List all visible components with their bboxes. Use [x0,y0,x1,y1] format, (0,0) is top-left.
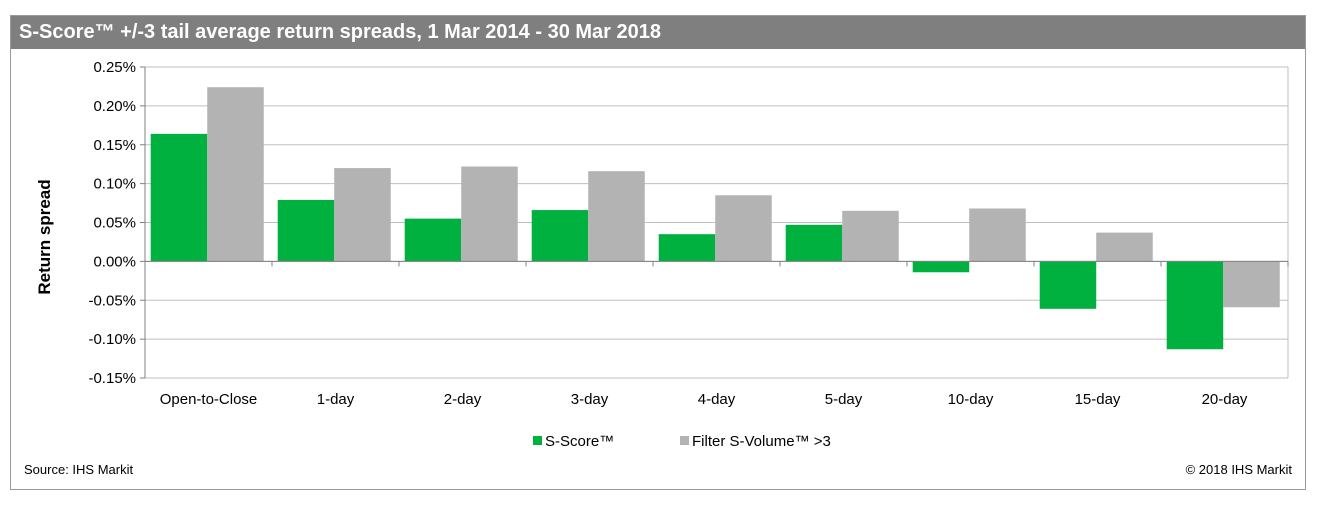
legend-swatch [680,436,689,445]
x-tick-label: Open-to-Close [160,391,258,408]
copyright-note: © 2018 IHS Markit [1186,462,1293,477]
y-axis-title: Return spread [35,179,54,294]
bar-filter-s-volume [334,168,391,262]
bar-s-score [404,218,462,262]
bars [150,87,1280,350]
bar-filter-s-volume [207,87,264,262]
legend-label: S-Score™ [545,433,614,450]
y-tick-label: -0.15% [88,370,136,387]
bar-filter-s-volume [969,208,1026,262]
y-tick-label: 0.10% [93,176,136,193]
legend: S-Score™ Filter S-Volume™ >3 [533,433,831,450]
bar-s-score [912,261,970,273]
y-tick-label: 0.00% [93,253,136,270]
bar-s-score [658,234,716,262]
x-tick-label: 1-day [317,391,355,408]
bar-s-score [1039,261,1097,309]
bar-s-score [277,199,335,262]
x-tick-label: 2-day [444,391,482,408]
x-tick-label: 20-day [1202,391,1248,408]
y-tick-label: -0.10% [88,331,136,348]
chart-title: S-Score™ +/-3 tail average return spread… [11,16,1305,49]
x-tick-label: 10-day [948,391,994,408]
bar-s-score [150,133,208,262]
bar-filter-s-volume [842,210,899,262]
bar-filter-s-volume [1096,232,1153,262]
x-tick-label: 15-day [1075,391,1121,408]
y-tick-label: 0.15% [93,137,136,154]
bar-filter-s-volume [588,171,645,262]
axes: 0.25% 0.20% 0.15% 0.10% 0.05% 0.00% -0.05% -0.1… [88,59,1289,408]
x-tick-label: 5-day [825,391,863,408]
bar-filter-s-volume [461,166,518,262]
x-tick-label: 3-day [571,391,609,408]
bar-s-score [531,210,589,262]
y-tick-label: -0.05% [88,292,136,309]
y-tick-label: 0.25% [93,59,136,76]
bar-s-score [1166,261,1224,350]
bar-filter-s-volume [1223,261,1280,308]
legend-swatch [533,436,542,445]
bar-filter-s-volume [715,195,772,262]
bar-s-score [785,224,843,262]
x-tick-label: 4-day [698,391,736,408]
y-tick-label: 0.20% [93,98,136,115]
legend-label: Filter S-Volume™ >3 [692,433,831,450]
source-note: Source: IHS Markit [24,462,133,477]
y-tick-label: 0.05% [93,215,136,232]
